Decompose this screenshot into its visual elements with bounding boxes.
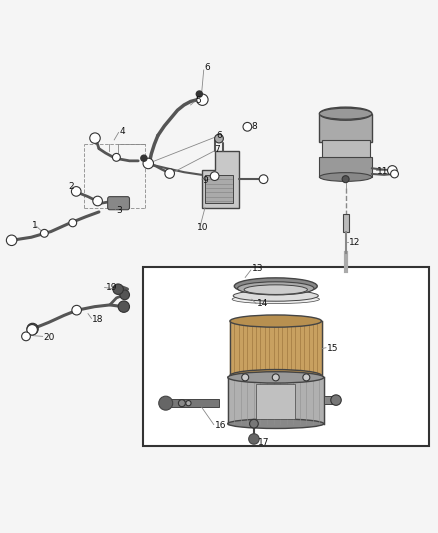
Circle shape — [331, 395, 341, 405]
Text: 14: 14 — [257, 299, 268, 308]
FancyBboxPatch shape — [108, 197, 130, 210]
Circle shape — [165, 169, 174, 179]
Circle shape — [141, 155, 147, 161]
Circle shape — [27, 323, 38, 335]
Text: 8: 8 — [252, 122, 258, 131]
Circle shape — [21, 332, 30, 341]
Circle shape — [272, 374, 279, 381]
Circle shape — [118, 301, 130, 312]
Circle shape — [72, 305, 81, 315]
Text: 9: 9 — [203, 175, 208, 184]
Circle shape — [242, 374, 249, 381]
Circle shape — [210, 172, 219, 181]
Text: 10: 10 — [197, 223, 208, 232]
Circle shape — [143, 158, 153, 169]
Circle shape — [40, 229, 48, 237]
Bar — [143, 266, 428, 446]
Circle shape — [71, 187, 81, 196]
Circle shape — [7, 235, 17, 246]
Ellipse shape — [228, 419, 324, 429]
Circle shape — [113, 284, 124, 294]
Text: 4: 4 — [120, 127, 125, 136]
Ellipse shape — [234, 278, 317, 294]
Bar — [205, 175, 233, 203]
Circle shape — [250, 419, 258, 428]
Polygon shape — [201, 151, 239, 207]
Circle shape — [196, 91, 202, 97]
Text: 12: 12 — [349, 238, 360, 247]
Text: 7: 7 — [215, 146, 220, 155]
Text: 15: 15 — [327, 344, 338, 353]
Text: 13: 13 — [252, 264, 263, 273]
Circle shape — [342, 176, 349, 183]
Text: 3: 3 — [117, 206, 122, 215]
Ellipse shape — [319, 107, 372, 120]
Circle shape — [215, 134, 223, 143]
Circle shape — [69, 219, 77, 227]
Ellipse shape — [230, 369, 321, 382]
Circle shape — [93, 196, 102, 206]
Circle shape — [388, 166, 397, 175]
Text: 11: 11 — [377, 167, 389, 176]
Circle shape — [197, 94, 208, 106]
Circle shape — [178, 400, 185, 407]
Text: 5: 5 — [195, 96, 201, 105]
Circle shape — [246, 125, 249, 128]
Circle shape — [391, 170, 399, 178]
Ellipse shape — [230, 315, 321, 327]
Text: 20: 20 — [43, 333, 55, 342]
Text: 16: 16 — [215, 422, 226, 430]
Text: 2: 2 — [68, 182, 74, 191]
Ellipse shape — [228, 372, 324, 383]
Circle shape — [303, 374, 310, 381]
Ellipse shape — [319, 108, 372, 119]
Ellipse shape — [237, 282, 314, 295]
Circle shape — [159, 396, 173, 410]
Ellipse shape — [319, 173, 372, 181]
Bar — [324, 396, 336, 404]
Bar — [256, 384, 295, 419]
Circle shape — [186, 400, 191, 406]
Text: 6: 6 — [205, 63, 210, 72]
Text: 19: 19 — [106, 283, 117, 292]
Bar — [319, 157, 372, 177]
Text: 1: 1 — [32, 221, 38, 230]
Ellipse shape — [232, 295, 319, 304]
Ellipse shape — [233, 290, 318, 301]
Ellipse shape — [244, 285, 307, 294]
Circle shape — [120, 290, 130, 300]
Circle shape — [113, 154, 120, 161]
Circle shape — [27, 325, 37, 335]
Text: 6: 6 — [217, 131, 223, 140]
Bar — [343, 214, 349, 231]
Circle shape — [243, 123, 252, 131]
Bar — [166, 399, 219, 407]
Text: 17: 17 — [258, 438, 270, 447]
Circle shape — [90, 133, 100, 143]
Bar — [319, 114, 372, 142]
Circle shape — [249, 434, 259, 444]
Text: 18: 18 — [92, 315, 104, 324]
Bar — [321, 140, 370, 159]
Circle shape — [259, 175, 268, 183]
